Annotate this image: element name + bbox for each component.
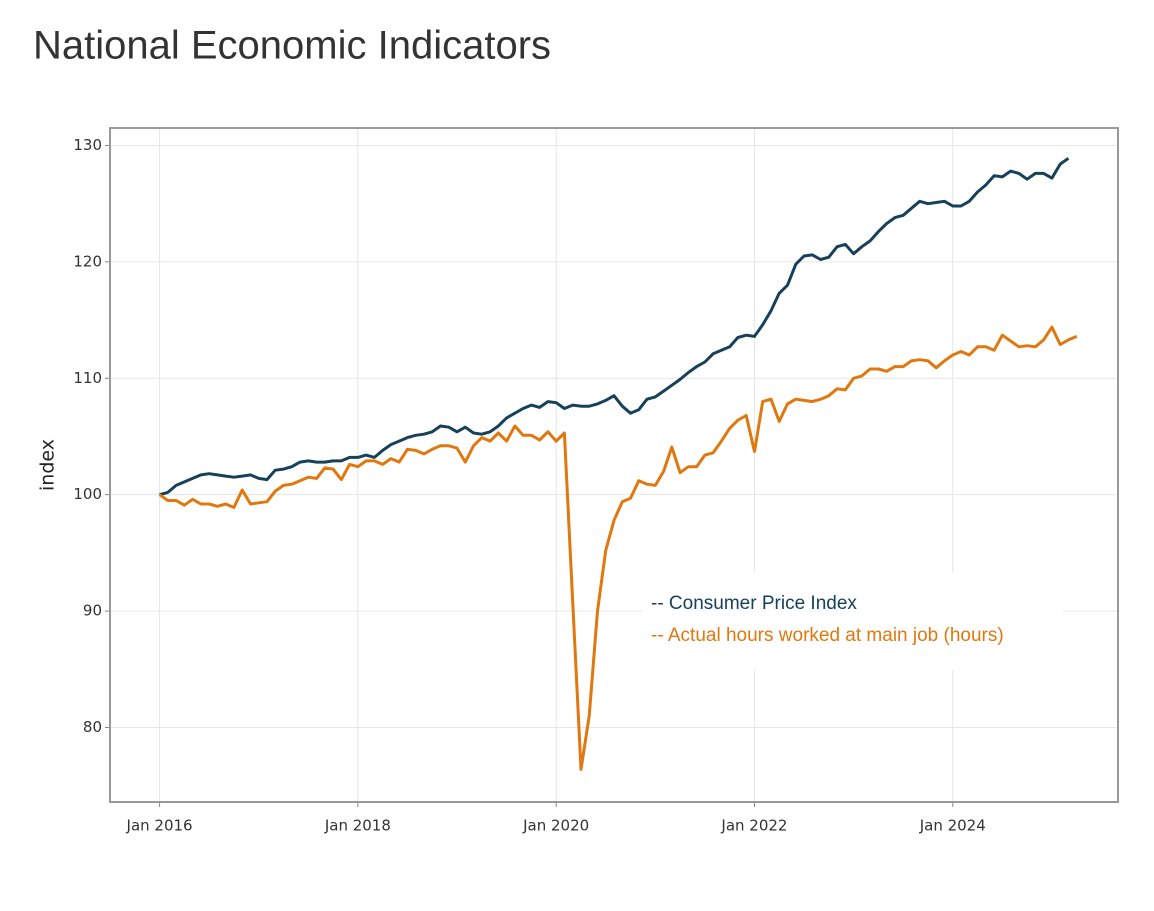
y-tick-label: 130 [73, 136, 102, 154]
x-tick-label: Jan 2024 [919, 817, 986, 835]
chart-title: National Economic Indicators [33, 24, 551, 68]
x-tick-label: Jan 2022 [720, 817, 787, 835]
plot-frame [109, 127, 1119, 803]
series-line [159, 157, 1070, 497]
y-tick-label: 80 [83, 718, 102, 736]
y-tick-label: 90 [83, 602, 102, 620]
legend-box [643, 572, 1063, 670]
legend-entry: -- Actual hours worked at main job (hour… [651, 625, 1004, 646]
y-tick-label: 110 [73, 369, 102, 387]
y-tick-label: 120 [73, 252, 102, 270]
x-tick-label: Jan 2016 [126, 817, 193, 835]
series-line [158, 325, 1078, 771]
x-tick-label: Jan 2018 [324, 817, 391, 835]
y-axis-label: index [37, 439, 59, 491]
legend-entry: -- Consumer Price Index [651, 593, 857, 614]
y-tick-label: 100 [73, 485, 102, 503]
x-tick-label: Jan 2020 [522, 817, 589, 835]
